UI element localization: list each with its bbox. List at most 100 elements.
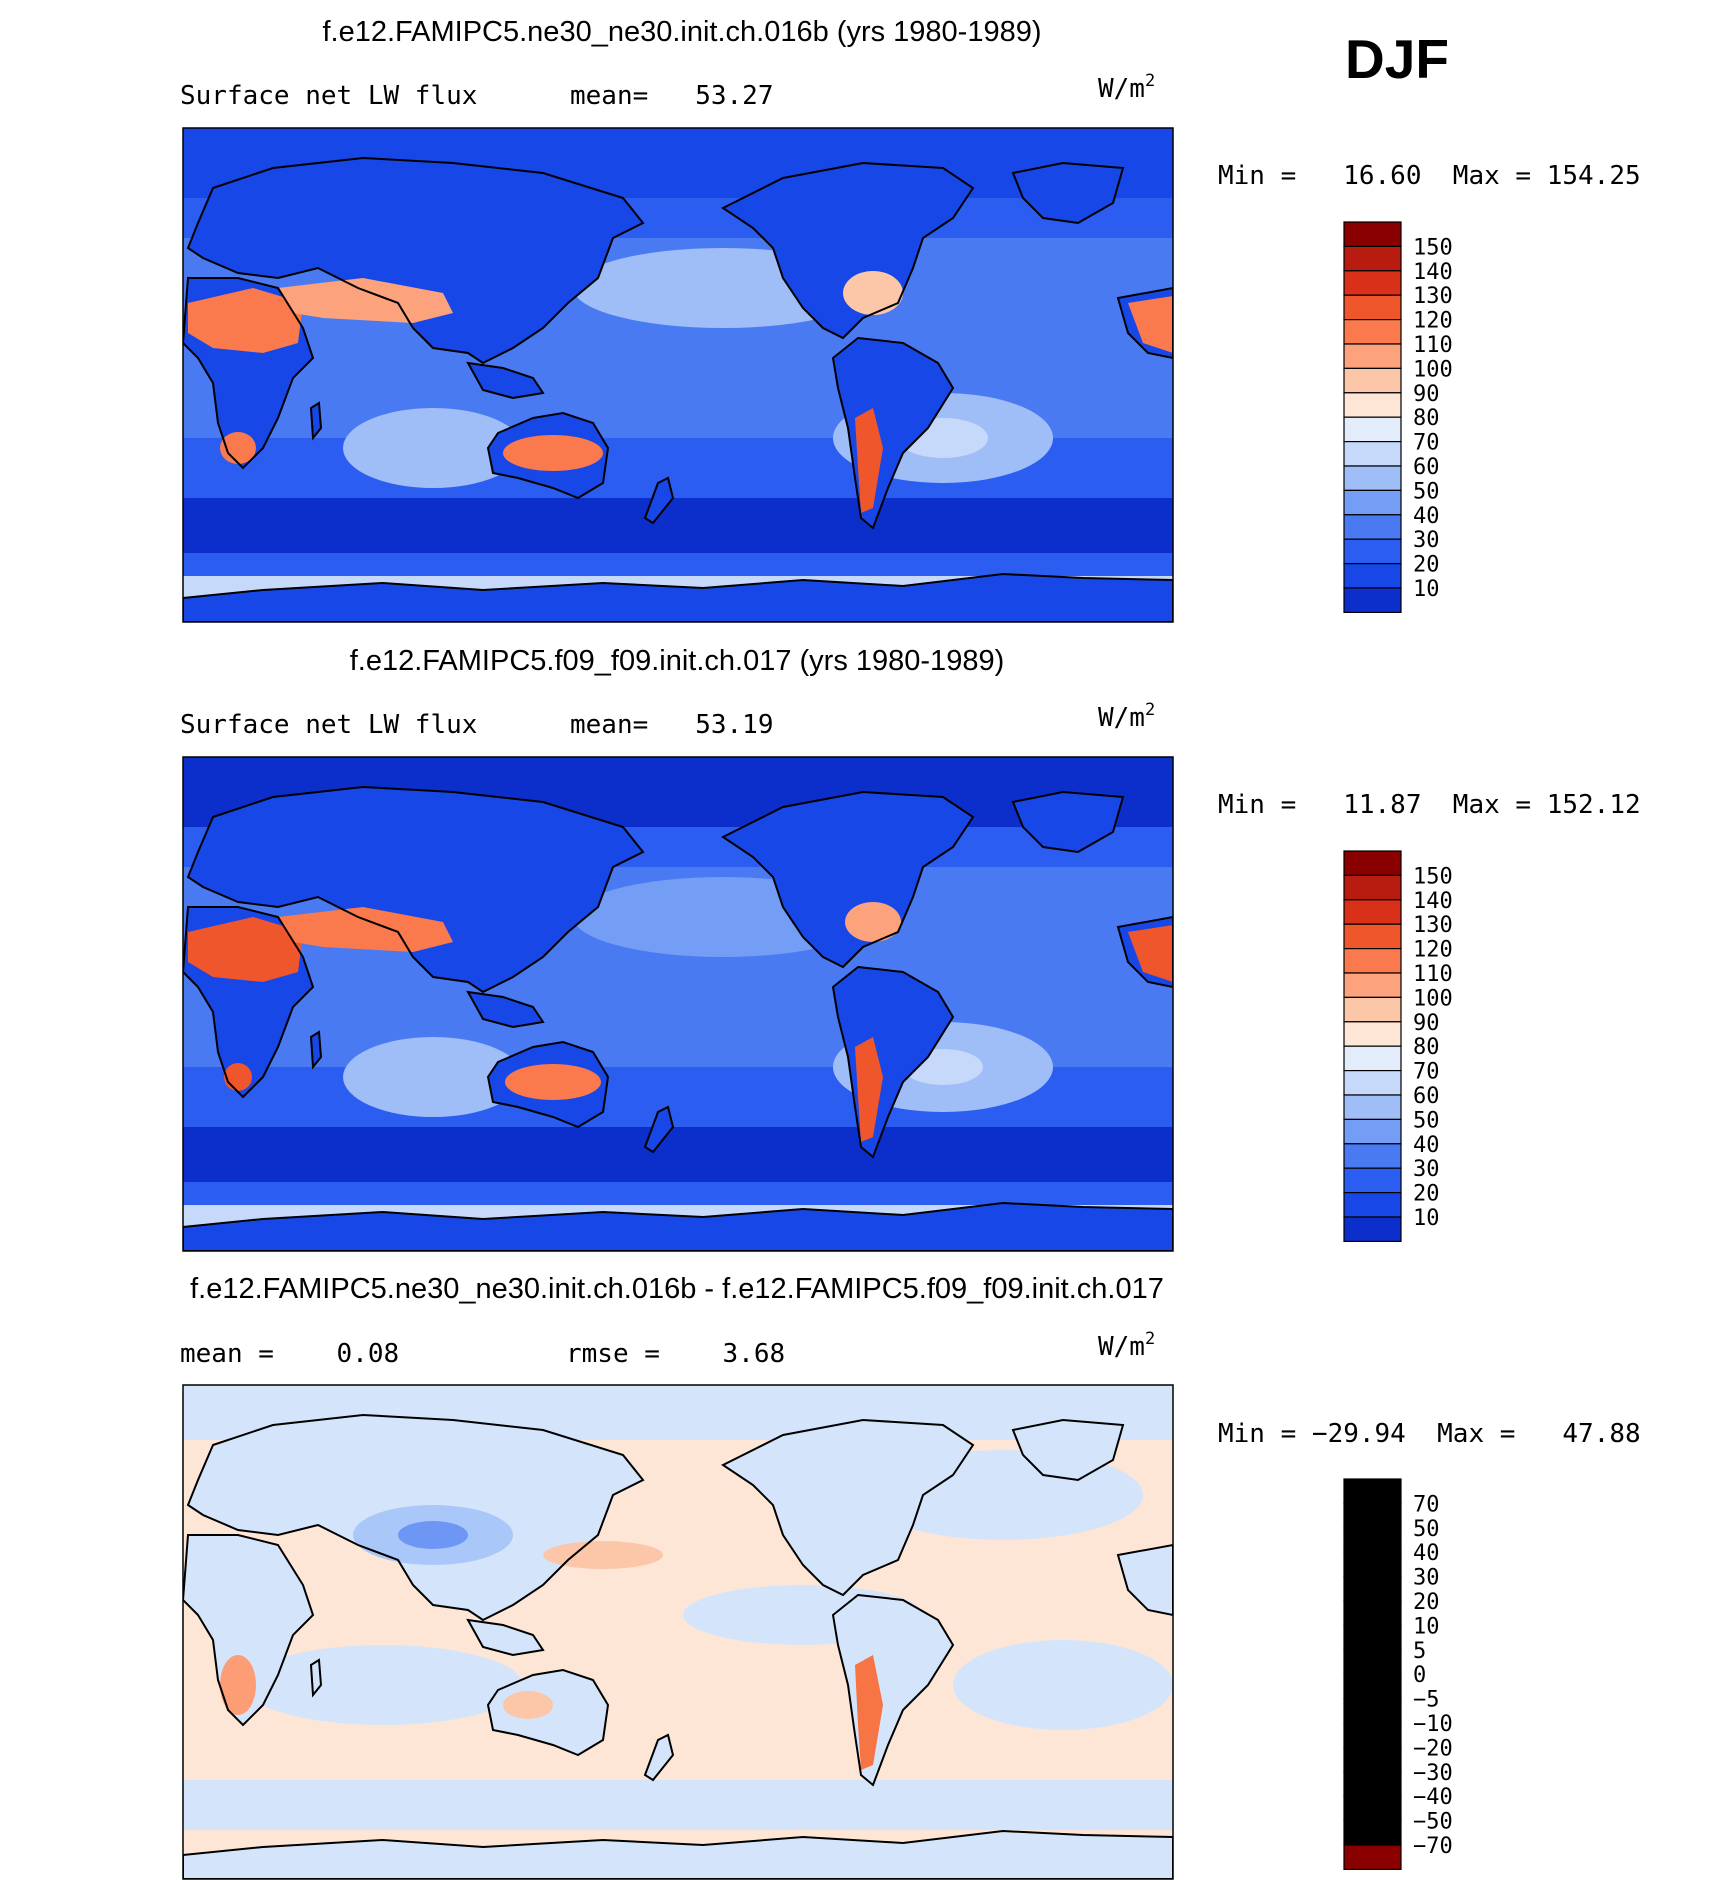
colorbar-label-1-9: 60	[1413, 455, 1440, 480]
colorbar-box-1-3	[1343, 294, 1402, 321]
colorbar-label-1-2: 130	[1413, 284, 1453, 309]
colorbar-label-3-13: −50	[1413, 1810, 1453, 1835]
panel-1-safrica-hot	[220, 432, 256, 464]
colorbar-box-1-6	[1343, 367, 1402, 394]
season-label: DJF	[1345, 28, 1449, 90]
colorbar-box-1-12	[1343, 514, 1402, 540]
colorbar-label-2-6: 90	[1413, 1011, 1440, 1036]
panel-3-mean-label: mean = 0.08	[180, 1339, 399, 1369]
panel-2-wafrica-hot	[1128, 925, 1173, 982]
panel-3-frame	[182, 1384, 1174, 1880]
colorbar-box-2-5	[1343, 972, 1402, 998]
colorbar-label-1-12: 30	[1413, 528, 1440, 553]
colorbar-label-1-0: 150	[1413, 235, 1453, 260]
colorbar-box-2-9	[1343, 1069, 1402, 1096]
colorbar-box-2-3	[1343, 923, 1402, 950]
colorbar-box-3-7	[1343, 1649, 1402, 1675]
colorbar-box-2-12	[1343, 1143, 1402, 1169]
colorbar-box-3-12	[1343, 1771, 1402, 1797]
colorbar-box-3-8	[1343, 1673, 1402, 1700]
panel-3-satl-neg	[953, 1640, 1173, 1730]
panel-2-title: f.e12.FAMIPC5.f09_f09.init.ch.017 (yrs 1…	[350, 645, 1004, 677]
panel-3-tibet-core	[398, 1521, 468, 1549]
panel-1-sind-warm	[343, 408, 523, 488]
colorbar-label-2-11: 40	[1413, 1133, 1440, 1158]
colorbar-label-3-7: 0	[1413, 1663, 1426, 1688]
panel-1-variable-label: Surface net LW flux	[180, 81, 477, 111]
panel-2-andes-hot	[855, 1037, 883, 1142]
colorbar-label-1-7: 80	[1413, 406, 1440, 431]
panel-3-min-max: Min = −29.94 Max = 47.88	[1218, 1419, 1641, 1449]
colorbar-box-3-9	[1343, 1697, 1402, 1724]
panel-1-sahara-hot	[188, 288, 303, 353]
panel-3-unit-label: W/m2	[1098, 1329, 1155, 1362]
colorbar-label-1-10: 50	[1413, 479, 1440, 504]
colorbar-box-1-1	[1343, 245, 1402, 272]
panel-2-sind-warm	[343, 1037, 523, 1117]
colorbar-box-2-6	[1343, 996, 1402, 1023]
panel-3-australia-pos	[503, 1691, 553, 1719]
colorbar-label-3-10: −20	[1413, 1736, 1453, 1761]
panel-3: f.e12.FAMIPC5.ne30_ne30.init.ch.016b - f…	[180, 1273, 1641, 1880]
panel-2-unit-base: W/m	[1098, 703, 1145, 733]
colorbar-box-2-10	[1343, 1094, 1402, 1120]
colorbar-box-3-0	[1343, 1478, 1402, 1504]
panel-2-unit-label: W/m2	[1098, 700, 1155, 733]
colorbar-label-2-0: 150	[1413, 864, 1453, 889]
panel-1-australia-hot	[503, 435, 603, 471]
panel-1-map	[183, 128, 1173, 622]
colorbar-box-3-13	[1343, 1795, 1402, 1822]
colorbar-label-2-9: 60	[1413, 1084, 1440, 1109]
colorbar-label-3-12: −40	[1413, 1785, 1453, 1810]
colorbar-box-3-4	[1343, 1575, 1402, 1602]
colorbar-box-2-8	[1343, 1045, 1402, 1072]
panel-3-unit-exp: 2	[1145, 1329, 1155, 1349]
colorbar-box-3-15	[1343, 1844, 1402, 1870]
colorbar-label-2-2: 130	[1413, 913, 1453, 938]
panel-1-mexico-warm	[843, 271, 903, 315]
colorbar-label-3-1: 50	[1413, 1517, 1440, 1542]
colorbar-label-2-8: 70	[1413, 1060, 1440, 1085]
colorbar-label-2-3: 120	[1413, 938, 1453, 963]
panel-2-variable-label: Surface net LW flux	[180, 710, 477, 740]
panel-3-andes-pos	[855, 1655, 883, 1770]
colorbar-box-1-14	[1343, 562, 1402, 589]
panel-1-unit-exp: 2	[1145, 71, 1155, 91]
panel-1-unit-base: W/m	[1098, 74, 1145, 104]
colorbar-box-2-0	[1343, 850, 1402, 876]
colorbar-box-1-7	[1343, 392, 1402, 418]
colorbar-label-1-13: 20	[1413, 553, 1440, 578]
colorbar-box-2-11	[1343, 1118, 1402, 1145]
colorbar-label-1-4: 110	[1413, 333, 1453, 358]
colorbar-label-3-6: 5	[1413, 1639, 1426, 1664]
panel-1-andes-hot	[855, 408, 883, 513]
colorbar-box-1-9	[1343, 441, 1402, 467]
colorbar-label-3-0: 70	[1413, 1492, 1440, 1517]
panel-2-min-max: Min = 11.87 Max = 152.12	[1218, 790, 1641, 820]
colorbar-box-1-0	[1343, 221, 1402, 247]
colorbar-label-2-12: 30	[1413, 1157, 1440, 1182]
panel-2-arabia-hot	[278, 907, 453, 952]
colorbar-label-1-1: 140	[1413, 260, 1453, 285]
colorbar-label-3-2: 40	[1413, 1541, 1440, 1566]
colorbar-label-2-1: 140	[1413, 889, 1453, 914]
panel-1-wafrica-hot	[1128, 296, 1173, 353]
colorbar-label-1-5: 100	[1413, 357, 1453, 382]
panel-1-frame	[182, 127, 1174, 623]
panel-1-mean-label: mean= 53.27	[570, 81, 774, 111]
panel-2-map	[183, 757, 1173, 1251]
colorbar-box-1-4	[1343, 319, 1402, 345]
colorbar-label-3-8: −5	[1413, 1688, 1440, 1713]
colorbar-box-1-11	[1343, 489, 1402, 516]
panel-1-unit-label: W/m2	[1098, 71, 1155, 104]
panel-2-southern-ocean	[183, 1127, 1173, 1182]
colorbar-label-3-11: −30	[1413, 1761, 1453, 1786]
panel-2: f.e12.FAMIPC5.f09_f09.init.ch.017 (yrs 1…	[180, 645, 1641, 1252]
colorbar-label-1-11: 40	[1413, 504, 1440, 529]
panel-2-australia-hot	[505, 1064, 601, 1100]
colorbar-box-2-15	[1343, 1216, 1402, 1242]
panel-3-rmse-label: rmse = 3.68	[566, 1339, 785, 1369]
